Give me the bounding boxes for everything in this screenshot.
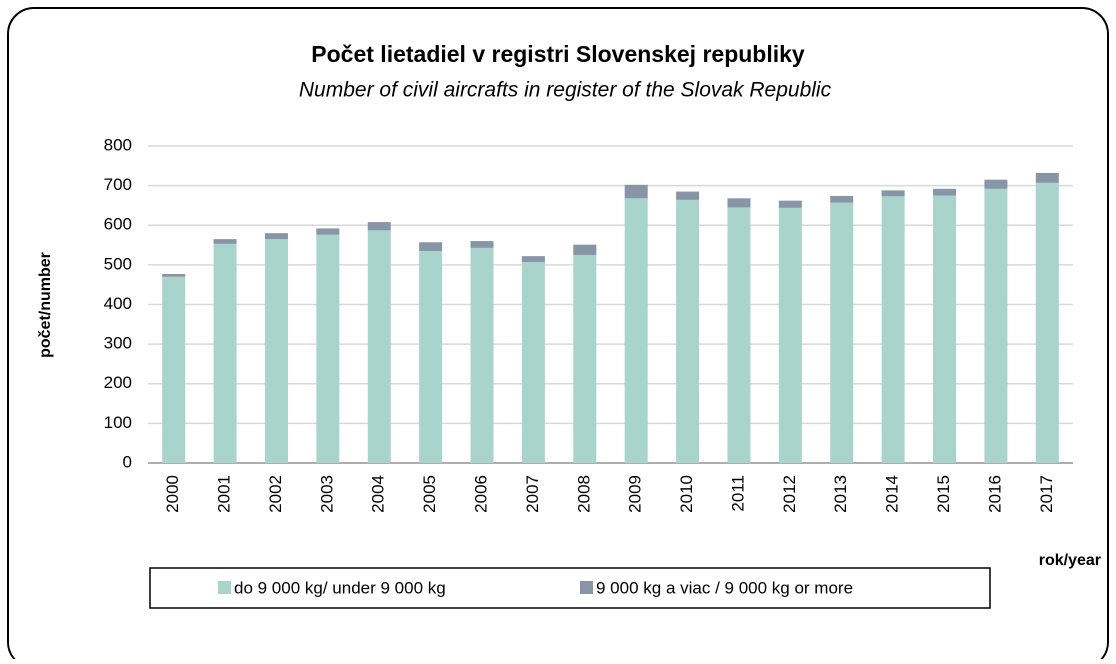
legend-label: do 9 000 kg/ under 9 000 kg <box>234 578 446 597</box>
x-tick-label: 2003 <box>317 475 336 513</box>
bar-segment <box>162 273 186 277</box>
x-tick-label: 2016 <box>985 475 1004 513</box>
x-tick-label: 2006 <box>472 475 491 513</box>
x-tick-label: 2005 <box>420 475 439 513</box>
bar-segment <box>264 239 288 463</box>
y-tick-label: 0 <box>123 452 132 471</box>
bar-segment <box>676 199 700 463</box>
bar-segment <box>1035 172 1059 183</box>
bar-segment <box>573 254 597 463</box>
bar-segment <box>162 276 186 463</box>
x-tick-label: 2013 <box>831 475 850 513</box>
x-axis-label: rok/year <box>1039 552 1101 569</box>
bar-segment <box>727 198 751 208</box>
legend-box <box>149 567 991 609</box>
bar-segment <box>470 247 494 463</box>
bar-segment <box>1035 182 1059 463</box>
chart-title: Počet lietadiel v registri Slovenskej re… <box>311 41 805 67</box>
x-tick-label: 2009 <box>626 475 645 513</box>
bar-segment <box>984 179 1008 189</box>
y-tick-label: 600 <box>104 215 132 234</box>
x-tick-label: 2002 <box>266 475 285 513</box>
bar-segment <box>573 244 597 255</box>
x-tick-label: 2011 <box>728 475 747 512</box>
bar-segment <box>521 256 545 263</box>
bar-segment <box>830 202 854 463</box>
y-tick-label: 400 <box>104 294 132 313</box>
bar-segment <box>470 241 494 248</box>
x-tick-label: 2012 <box>780 475 799 513</box>
bar-segment <box>367 230 391 463</box>
bar-segment <box>727 207 751 463</box>
bar-segment <box>933 195 957 463</box>
x-tick-label: 2007 <box>523 475 542 513</box>
chart-frame <box>7 7 1109 664</box>
x-tick-label: 2014 <box>883 475 902 513</box>
bar-segment <box>933 188 957 196</box>
y-tick-label: 300 <box>104 334 132 353</box>
y-axis-label: počet/number <box>37 252 54 358</box>
bar-segment <box>676 191 700 200</box>
x-tick-label: 2017 <box>1037 475 1056 513</box>
bar-segment <box>213 243 237 463</box>
x-tick-label: 2004 <box>369 475 388 513</box>
y-tick-label: 200 <box>104 373 132 392</box>
bar-segment <box>881 190 905 197</box>
x-tick-label: 2000 <box>163 475 182 513</box>
bar-segment <box>316 228 340 235</box>
y-tick-label: 100 <box>104 413 132 432</box>
x-tick-label: 2001 <box>215 475 234 513</box>
bar-segment <box>830 195 854 203</box>
x-tick-label: 2008 <box>574 475 593 513</box>
x-tick-label: 2010 <box>677 475 696 513</box>
y-tick-label: 700 <box>104 175 132 194</box>
bar-segment <box>419 251 443 463</box>
bar-segment <box>881 196 905 464</box>
bar-segment <box>264 233 288 240</box>
legend-swatch <box>580 581 593 594</box>
y-tick-label: 800 <box>104 135 132 154</box>
bar-segment <box>419 242 443 252</box>
legend-swatch <box>218 581 231 594</box>
legend-label: 9 000 kg a viac / 9 000 kg or more <box>596 578 853 597</box>
bar-segment <box>367 222 391 231</box>
chart-subtitle: Number of civil aircrafts in register of… <box>299 79 832 102</box>
bar-segment <box>213 239 237 244</box>
bar-segment <box>316 234 340 463</box>
bar-segment <box>521 262 545 463</box>
bar-segment <box>624 198 648 463</box>
bar-segment <box>984 188 1008 464</box>
x-tick-label: 2015 <box>934 475 953 513</box>
y-tick-label: 500 <box>104 254 132 273</box>
bar-segment <box>778 200 802 208</box>
bar-segment <box>624 184 648 199</box>
bar-segment <box>778 207 802 463</box>
